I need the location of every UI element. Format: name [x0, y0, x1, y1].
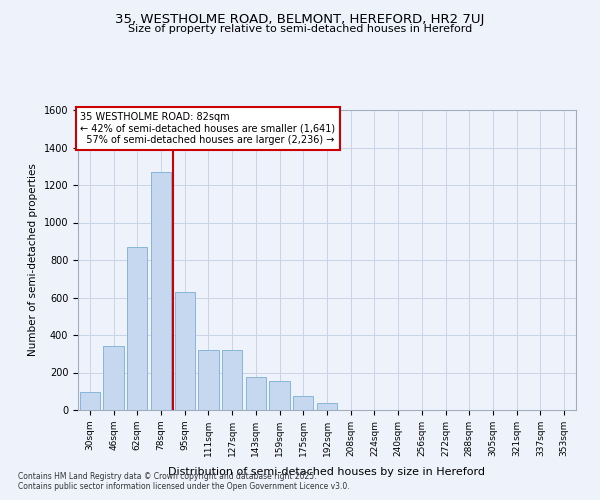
Bar [222, 350, 242, 410]
Bar [317, 402, 337, 410]
Text: Size of property relative to semi-detached houses in Hereford: Size of property relative to semi-detach… [128, 24, 472, 34]
Text: 35, WESTHOLME ROAD, BELMONT, HEREFORD, HR2 7UJ: 35, WESTHOLME ROAD, BELMONT, HEREFORD, H… [115, 12, 485, 26]
Bar [246, 377, 266, 410]
Bar [199, 350, 218, 410]
Bar [293, 396, 313, 410]
Bar [103, 346, 124, 410]
Y-axis label: Number of semi-detached properties: Number of semi-detached properties [28, 164, 38, 356]
Bar [127, 247, 148, 410]
Bar [80, 392, 100, 410]
Text: Contains HM Land Registry data © Crown copyright and database right 2025.: Contains HM Land Registry data © Crown c… [18, 472, 317, 481]
Bar [269, 381, 290, 410]
X-axis label: Distribution of semi-detached houses by size in Hereford: Distribution of semi-detached houses by … [169, 467, 485, 477]
Bar [175, 292, 195, 410]
Text: Contains public sector information licensed under the Open Government Licence v3: Contains public sector information licen… [18, 482, 350, 491]
Bar [151, 172, 171, 410]
Text: 35 WESTHOLME ROAD: 82sqm
← 42% of semi-detached houses are smaller (1,641)
  57%: 35 WESTHOLME ROAD: 82sqm ← 42% of semi-d… [80, 112, 335, 144]
